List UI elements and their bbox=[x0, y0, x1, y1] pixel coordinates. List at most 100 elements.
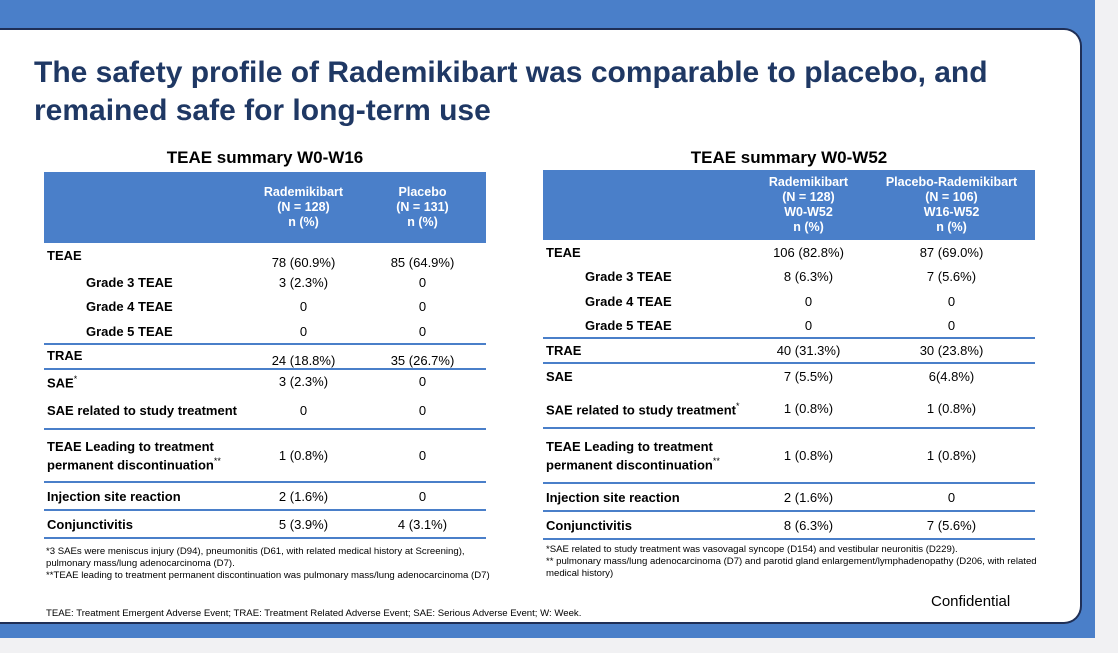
table-row: TEAE Leading to treatment permanent disc… bbox=[543, 427, 1035, 483]
left-col2-line: n (%) bbox=[407, 215, 438, 229]
row-value-placebo: 4 (3.1%) bbox=[359, 509, 486, 538]
footnote: **TEAE leading to treatment permanent di… bbox=[46, 570, 490, 581]
row-value-placebo: 35 (26.7%) bbox=[359, 343, 486, 369]
table-row: Grade 4 TEAE 0 0 bbox=[44, 294, 486, 319]
right-col2-line: n (%) bbox=[936, 220, 967, 234]
row-value-rademikibart: 40 (31.3%) bbox=[749, 337, 868, 363]
right-header-row: Rademikibart (N = 128) W0-W52 n (%) Plac… bbox=[543, 170, 1035, 240]
row-label: TRAE bbox=[44, 343, 248, 369]
right-col2-line: (N = 106) bbox=[925, 190, 978, 204]
left-header-placebo: Placebo (N = 131) n (%) bbox=[359, 172, 486, 243]
table-row: Conjunctivitis 8 (6.3%) 7 (5.6%) bbox=[543, 510, 1035, 539]
row-label: SAE bbox=[543, 362, 749, 389]
left-col1-line: Rademikibart bbox=[263, 185, 344, 199]
row-label: TEAE bbox=[546, 244, 581, 260]
left-col1-line: n (%) bbox=[288, 215, 319, 229]
right-col2-line: Placebo-Rademikibart bbox=[885, 175, 1018, 189]
row-value-placebo: 0 bbox=[359, 368, 486, 393]
left-col2-line: (N = 131) bbox=[396, 200, 449, 214]
table-row: Injection site reaction 2 (1.6%) 0 bbox=[44, 481, 486, 510]
right-col1-line: (N = 128) bbox=[782, 190, 835, 204]
slide-title: The safety profile of Rademikibart was c… bbox=[34, 56, 988, 127]
abbreviations: TEAE: Treatment Emergent Adverse Event; … bbox=[46, 608, 582, 619]
row-value-placebo-rademikibart: 1 (0.8%) bbox=[926, 400, 977, 416]
table-row: SAE related to study treatment* 1 (0.8%)… bbox=[543, 389, 1035, 428]
row-value-rademikibart: 5 (3.9%) bbox=[248, 509, 359, 538]
row-value-rademikibart: 106 (82.8%) bbox=[773, 244, 844, 260]
right-footnotes: *SAE related to study treatment was vaso… bbox=[546, 544, 1042, 580]
row-label-text: TEAE Leading to treatment permanent disc… bbox=[47, 438, 214, 473]
row-value-placebo: 0 bbox=[418, 403, 427, 418]
row-value-placebo-rademikibart: 0 bbox=[947, 317, 956, 333]
confidential-label: Confidential bbox=[931, 593, 1011, 610]
right-header-rademikibart: Rademikibart (N = 128) W0-W52 n (%) bbox=[749, 170, 868, 240]
row-value-rademikibart: 0 bbox=[804, 293, 813, 309]
row-value-placebo: 0 bbox=[418, 323, 427, 339]
right-header-placebo-rademikibart: Placebo-Rademikibart (N = 106) W16-W52 n… bbox=[868, 170, 1035, 240]
table-row: Grade 5 TEAE 0 0 bbox=[543, 313, 1035, 338]
table-row: TEAE 78 (60.9%) 85 (64.9%) bbox=[44, 243, 486, 270]
right-col1-line: Rademikibart bbox=[768, 175, 849, 189]
row-value-rademikibart: 0 bbox=[804, 317, 813, 333]
footnote: *SAE related to study treatment was vaso… bbox=[546, 544, 958, 555]
right-teae-table: Rademikibart (N = 128) W0-W52 n (%) Plac… bbox=[543, 170, 1035, 540]
row-value-placebo: 85 (64.9%) bbox=[390, 255, 455, 270]
row-value-rademikibart: 7 (5.5%) bbox=[749, 362, 868, 389]
row-label-text: TEAE Leading to treatment permanent disc… bbox=[546, 438, 713, 473]
row-value-placebo-rademikibart: 7 (5.6%) bbox=[926, 269, 977, 284]
table-row: Grade 3 TEAE 8 (6.3%) 7 (5.6%) bbox=[543, 264, 1035, 289]
row-value-placebo-rademikibart: 87 (69.0%) bbox=[919, 244, 984, 260]
row-value-rademikibart: 1 (0.8%) bbox=[783, 400, 834, 416]
right-header-blank bbox=[543, 170, 749, 240]
row-label: Grade 3 TEAE bbox=[585, 269, 672, 284]
left-table-title: TEAE summary W0-W16 bbox=[166, 148, 364, 167]
footnote: *3 SAEs were meniscus injury (D94), pneu… bbox=[46, 546, 465, 569]
row-value-placebo: 0 bbox=[418, 299, 427, 314]
row-label: SAE related to study treatment* bbox=[543, 389, 749, 428]
table-row: Injection site reaction 2 (1.6%) 0 bbox=[543, 482, 1035, 511]
row-label: SAE* bbox=[44, 368, 248, 393]
footnote-mark: ** bbox=[712, 455, 720, 466]
left-footnotes: *3 SAEs were meniscus injury (D94), pneu… bbox=[46, 546, 496, 582]
left-header-rademikibart: Rademikibart (N = 128) n (%) bbox=[248, 172, 359, 243]
row-value-placebo-rademikibart: 1 (0.8%) bbox=[868, 427, 1035, 483]
row-label: TEAE bbox=[47, 248, 82, 263]
left-col2-line: Placebo bbox=[398, 185, 447, 199]
row-label-text: SAE related to study treatment bbox=[546, 402, 736, 418]
table-row: Grade 3 TEAE 3 (2.3%) 0 bbox=[44, 270, 486, 294]
row-label: TEAE Leading to treatment permanent disc… bbox=[543, 427, 749, 483]
right-col1-line: n (%) bbox=[793, 220, 824, 234]
row-label: Grade 5 TEAE bbox=[86, 323, 173, 339]
row-value-rademikibart: 24 (18.8%) bbox=[248, 343, 359, 369]
row-value-rademikibart: 8 (6.3%) bbox=[749, 510, 868, 539]
row-label: Grade 4 TEAE bbox=[86, 299, 173, 314]
row-label: TRAE bbox=[543, 337, 749, 363]
row-value-rademikibart: 0 bbox=[299, 299, 308, 314]
row-label: TEAE Leading to treatment permanent disc… bbox=[44, 428, 248, 482]
row-value-placebo-rademikibart: 6(4.8%) bbox=[868, 362, 1035, 389]
row-label: Injection site reaction bbox=[543, 482, 749, 511]
row-value-rademikibart: 1 (0.8%) bbox=[749, 427, 868, 483]
left-header-row: Rademikibart (N = 128) n (%) Placebo (N … bbox=[44, 172, 486, 243]
right-col2-line: W16-W52 bbox=[923, 205, 980, 219]
footnote-mark: ** bbox=[213, 455, 221, 466]
table-row: Grade 4 TEAE 0 0 bbox=[543, 289, 1035, 313]
row-value-rademikibart: 78 (60.9%) bbox=[271, 255, 336, 270]
row-label-text: SAE bbox=[47, 375, 74, 391]
row-label: Grade 5 TEAE bbox=[585, 317, 672, 333]
row-value-rademikibart: 0 bbox=[299, 403, 308, 418]
left-teae-table: Rademikibart (N = 128) n (%) Placebo (N … bbox=[44, 172, 486, 539]
row-label: Grade 3 TEAE bbox=[86, 274, 173, 290]
table-row: SAE related to study treatment 0 0 bbox=[44, 393, 486, 429]
row-label: Conjunctivitis bbox=[44, 509, 248, 538]
footnote-mark: * bbox=[73, 374, 78, 385]
table-row: TEAE Leading to treatment permanent disc… bbox=[44, 428, 486, 482]
right-col1-line: W0-W52 bbox=[784, 205, 833, 219]
row-value-rademikibart: 2 (1.6%) bbox=[248, 481, 359, 510]
row-value-rademikibart: 3 (2.3%) bbox=[248, 368, 359, 393]
row-label: Grade 4 TEAE bbox=[585, 293, 672, 309]
table-row: SAE 7 (5.5%) 6(4.8%) bbox=[543, 362, 1035, 389]
row-label: Conjunctivitis bbox=[543, 510, 749, 539]
left-header-blank bbox=[44, 172, 248, 243]
row-value-placebo: 0 bbox=[418, 274, 427, 290]
